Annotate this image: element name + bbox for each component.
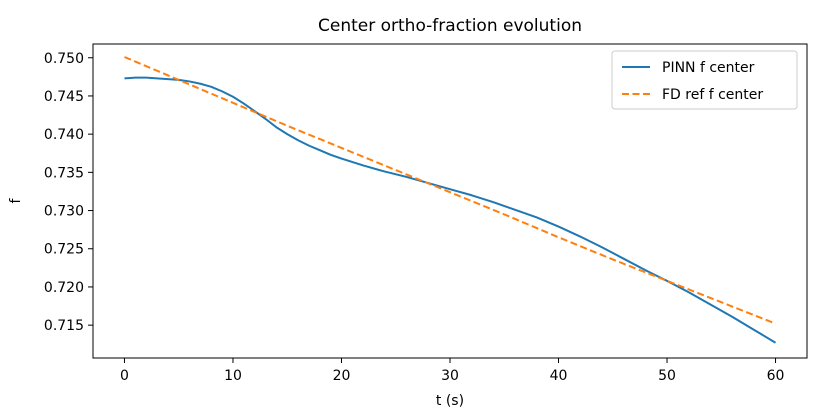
x-tick-label: 30 (441, 368, 459, 384)
y-tick-label: 0.750 (44, 51, 84, 67)
x-tick-label: 60 (767, 368, 785, 384)
legend-entry-label: PINN f center (662, 60, 755, 76)
x-tick-label: 20 (333, 368, 351, 384)
legend: PINN f center FD ref f center (611, 50, 798, 110)
x-axis-label: t (s) (436, 393, 464, 409)
y-tick-label: 0.720 (44, 280, 84, 296)
x-tick-label: 40 (550, 368, 568, 384)
x-tick-label: 50 (658, 368, 676, 384)
legend-entry-label: FD ref f center (662, 87, 763, 103)
y-tick-label: 0.725 (44, 242, 84, 258)
y-tick-label: 0.745 (44, 89, 84, 105)
x-tick-label: 0 (120, 368, 129, 384)
y-axis-label: f (8, 197, 24, 203)
chart-title: Center ortho-fraction evolution (318, 16, 582, 36)
series-line-fd-ref (124, 56, 776, 325)
legend-box (611, 50, 798, 110)
y-tick-label: 0.715 (44, 318, 84, 334)
y-tick-label: 0.740 (44, 127, 84, 143)
series-line-pinn (124, 76, 777, 344)
y-tick-label: 0.730 (44, 204, 84, 220)
y-tick-label: 0.735 (44, 165, 84, 181)
plot-area: 0 10 20 30 40 50 60 0.715 0.720 0.725 0.730 0.735 0.… (44, 43, 808, 384)
x-tick-label: 10 (224, 368, 242, 384)
